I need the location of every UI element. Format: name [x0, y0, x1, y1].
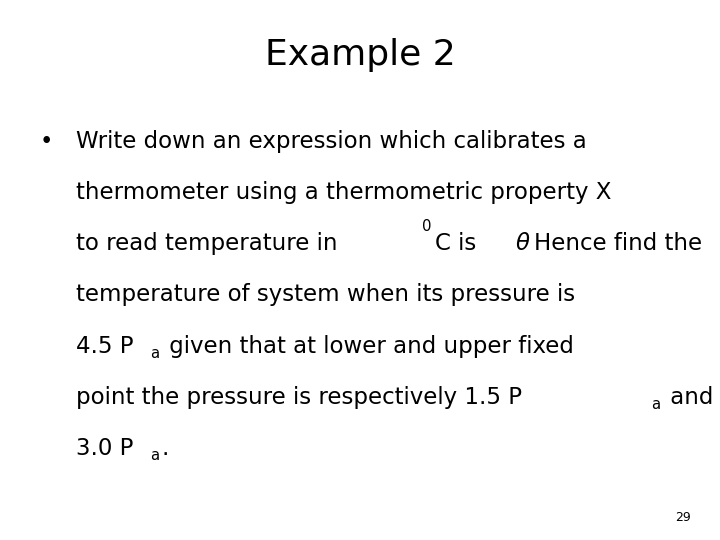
Text: Hence find the: Hence find the [534, 232, 702, 255]
Text: 4.5 P: 4.5 P [76, 335, 133, 358]
Text: given that at lower and upper fixed: given that at lower and upper fixed [161, 335, 573, 358]
Text: C is: C is [435, 232, 498, 255]
Text: thermometer using a thermometric property X: thermometer using a thermometric propert… [76, 181, 611, 204]
Text: a: a [150, 346, 159, 361]
Text: 0: 0 [423, 219, 432, 234]
Text: to read temperature in: to read temperature in [76, 232, 344, 255]
Text: Example 2: Example 2 [265, 38, 455, 72]
Text: θ: θ [516, 232, 530, 255]
Text: and: and [663, 386, 714, 409]
Text: 3.0 P: 3.0 P [76, 437, 133, 461]
Text: temperature of system when its pressure is: temperature of system when its pressure … [76, 284, 575, 307]
Text: a: a [150, 448, 158, 463]
Text: •: • [40, 130, 53, 153]
Text: a: a [651, 397, 660, 412]
Text: point the pressure is respectively 1.5 P: point the pressure is respectively 1.5 P [76, 386, 521, 409]
Text: Write down an expression which calibrates a: Write down an expression which calibrate… [76, 130, 586, 153]
Text: .: . [161, 437, 168, 461]
Text: 29: 29 [675, 511, 691, 524]
